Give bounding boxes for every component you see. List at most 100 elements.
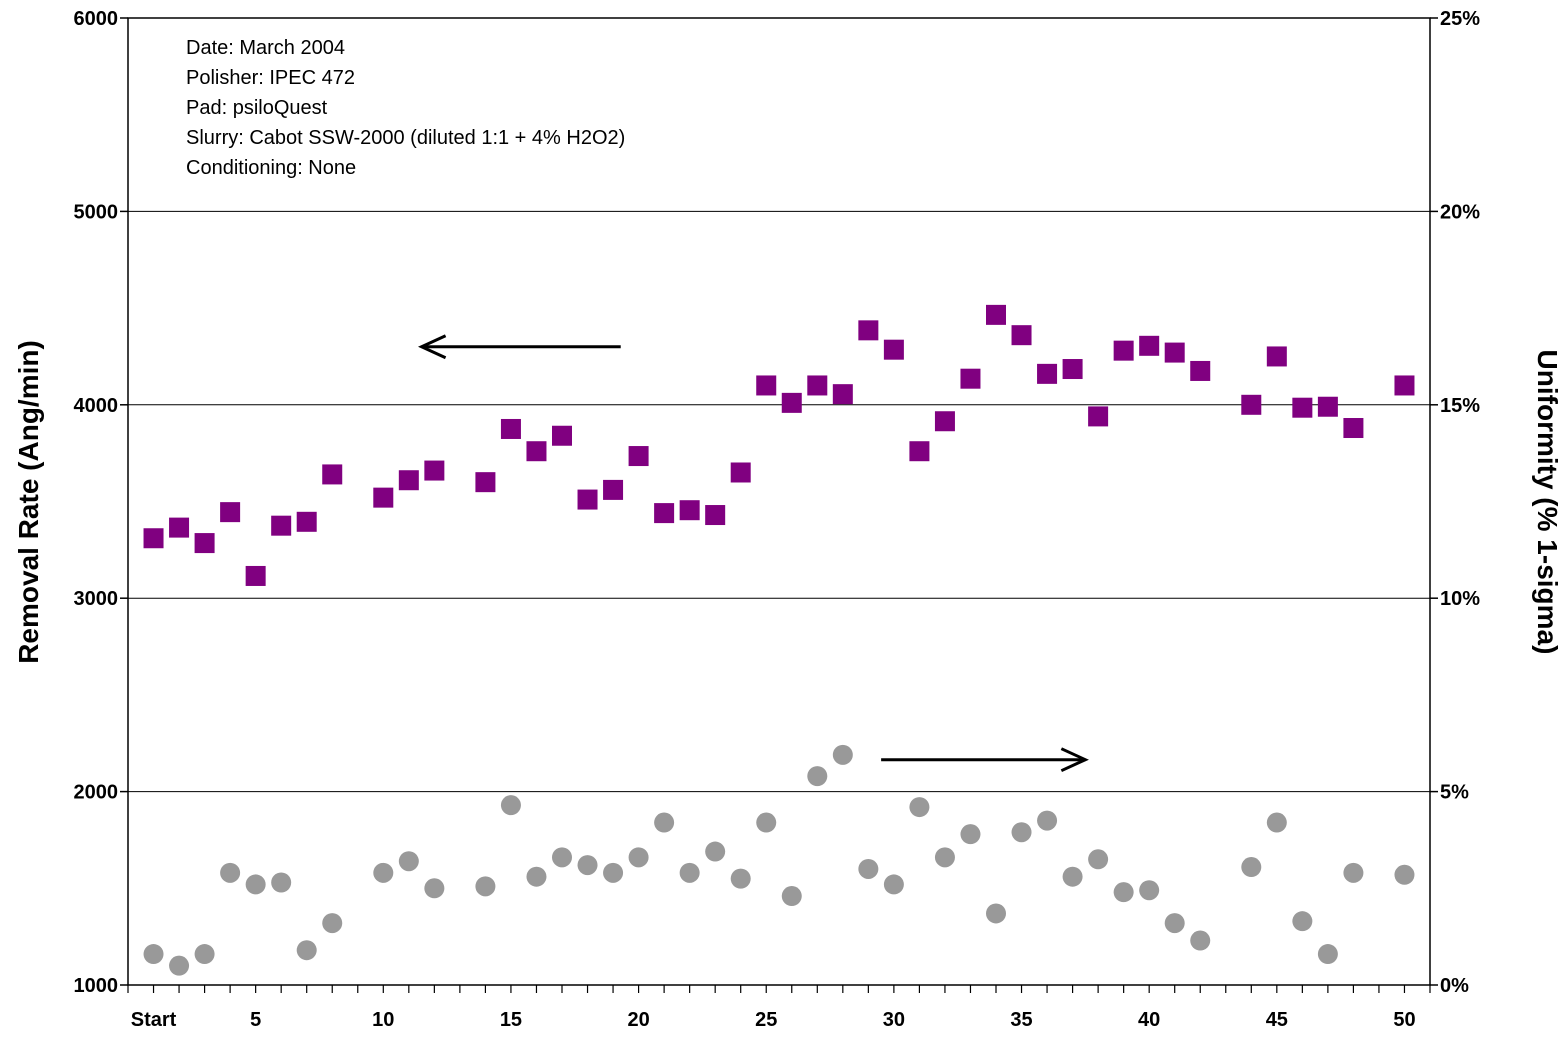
- uniformity-point: [245, 874, 266, 895]
- uniformity-point: [1037, 810, 1058, 831]
- uniformity-point: [603, 862, 624, 883]
- removal-rate-point: [271, 515, 292, 536]
- removal-rate-series: [143, 304, 1415, 586]
- y2-tick-labels: 0% 5% 10% 15% 20% 25%: [1440, 8, 1480, 997]
- removal-rate-point: [398, 470, 419, 491]
- removal-rate-point: [1062, 359, 1083, 380]
- removal-rate-point: [322, 464, 343, 485]
- annotation-date: Date: March 2004: [186, 37, 345, 59]
- y2-tick-label: 5%: [1440, 782, 1469, 804]
- removal-rate-point: [424, 460, 445, 481]
- arrow-head: [1060, 747, 1089, 773]
- uniformity-point: [322, 913, 343, 934]
- removal-rate-point: [169, 517, 190, 538]
- y2-tick-label: 25%: [1440, 8, 1480, 30]
- uniformity-point: [756, 812, 777, 833]
- annotation-conditioning: Conditioning: None: [186, 157, 356, 179]
- removal-rate-point: [781, 392, 802, 413]
- removal-rate-point: [1343, 418, 1364, 439]
- annotation-block: Date: March 2004 Polisher: IPEC 472 Pad:…: [186, 37, 625, 179]
- uniformity-point: [1394, 864, 1415, 885]
- x-tick-label: 5: [250, 1009, 261, 1031]
- uniformity-point: [807, 766, 828, 787]
- removal-rate-point: [1266, 346, 1287, 367]
- x-tick-labels: Start 5 10 15 20 25 30 35 40 45 50: [131, 1009, 1416, 1031]
- uniformity-point: [296, 940, 317, 961]
- uniformity-point: [1292, 911, 1313, 932]
- removal-rate-point: [1317, 396, 1338, 417]
- arrow-head: [417, 334, 447, 360]
- x-tick-label: 20: [627, 1009, 649, 1031]
- uniformity-point: [883, 874, 904, 895]
- removal-rate-point: [654, 503, 675, 524]
- removal-rate-point: [373, 487, 394, 508]
- removal-rate-point: [832, 384, 853, 405]
- removal-rate-point: [245, 565, 266, 586]
- removal-rate-point: [1011, 325, 1032, 346]
- y2-tick-label: 20%: [1440, 201, 1480, 223]
- x-tick-label: 45: [1266, 1009, 1288, 1031]
- removal-rate-point: [1037, 363, 1058, 384]
- uniformity-point: [194, 944, 215, 965]
- y-tick-label: 1000: [74, 975, 119, 997]
- removal-rate-point: [194, 533, 215, 554]
- uniformity-point: [1164, 913, 1185, 934]
- removal-rate-point: [909, 441, 930, 462]
- removal-rate-point: [500, 418, 521, 439]
- y2-tick-label: 15%: [1440, 395, 1480, 417]
- y2-tick-label: 10%: [1440, 588, 1480, 610]
- removal-rate-point: [603, 479, 624, 500]
- uniformity-point: [143, 944, 164, 965]
- uniformity-point: [1241, 857, 1262, 878]
- y-tick-labels: 1000 2000 3000 4000 5000 6000: [74, 8, 119, 997]
- uniformity-point: [1317, 944, 1338, 965]
- x-tick-label: 15: [500, 1009, 522, 1031]
- uniformity-point: [781, 886, 802, 907]
- removal-rate-point: [1164, 342, 1185, 363]
- removal-rate-point: [1113, 340, 1134, 361]
- removal-rate-point: [1292, 397, 1313, 418]
- removal-rate-point: [143, 528, 164, 549]
- y-tick-label: 3000: [74, 588, 119, 610]
- y-tick-label: 5000: [74, 201, 119, 223]
- uniformity-point: [730, 868, 751, 889]
- uniformity-point: [475, 876, 496, 897]
- uniformity-point: [424, 878, 445, 899]
- removal-rate-point: [807, 375, 828, 396]
- removal-rate-point: [1241, 394, 1262, 415]
- uniformity-point: [1190, 930, 1211, 951]
- uniformity-series: [143, 744, 1415, 976]
- y2-tick-label: 0%: [1440, 975, 1469, 997]
- x-tick-label: 40: [1138, 1009, 1160, 1031]
- left-axis-arrow: [417, 334, 621, 360]
- removal-rate-point: [526, 441, 547, 462]
- y-axis-title: Removal Rate (Ang/min): [13, 340, 44, 664]
- annotation-slurry: Slurry: Cabot SSW-2000 (diluted 1:1 + 4%…: [186, 127, 625, 149]
- removal-rate-point: [1088, 406, 1109, 427]
- removal-rate-point: [705, 505, 726, 526]
- uniformity-point: [679, 862, 700, 883]
- removal-rate-point: [1139, 335, 1160, 356]
- removal-rate-point: [756, 375, 777, 396]
- removal-rate-point: [577, 489, 598, 510]
- uniformity-point: [169, 955, 190, 976]
- gridlines: [128, 210, 1430, 793]
- x-tick-label: Start: [131, 1009, 177, 1031]
- uniformity-point: [654, 812, 675, 833]
- removal-rate-point: [220, 502, 241, 523]
- uniformity-point: [986, 903, 1006, 924]
- uniformity-point: [1139, 880, 1160, 901]
- plot-area-frame: [127, 17, 1431, 986]
- annotation-polisher: Polisher: IPEC 472: [186, 67, 355, 89]
- x-tick-label: 35: [1010, 1009, 1032, 1031]
- uniformity-point: [373, 862, 394, 883]
- removal-rate-point: [1190, 360, 1211, 381]
- axis-ticks: [120, 17, 1438, 993]
- uniformity-point: [500, 795, 521, 816]
- y2-axis-title: Uniformity (% 1-sigma): [1532, 350, 1560, 655]
- uniformity-point: [398, 851, 419, 872]
- removal-rate-point: [679, 500, 700, 521]
- x-tick-label: 10: [372, 1009, 394, 1031]
- right-axis-arrow: [881, 747, 1089, 773]
- uniformity-point: [552, 847, 572, 868]
